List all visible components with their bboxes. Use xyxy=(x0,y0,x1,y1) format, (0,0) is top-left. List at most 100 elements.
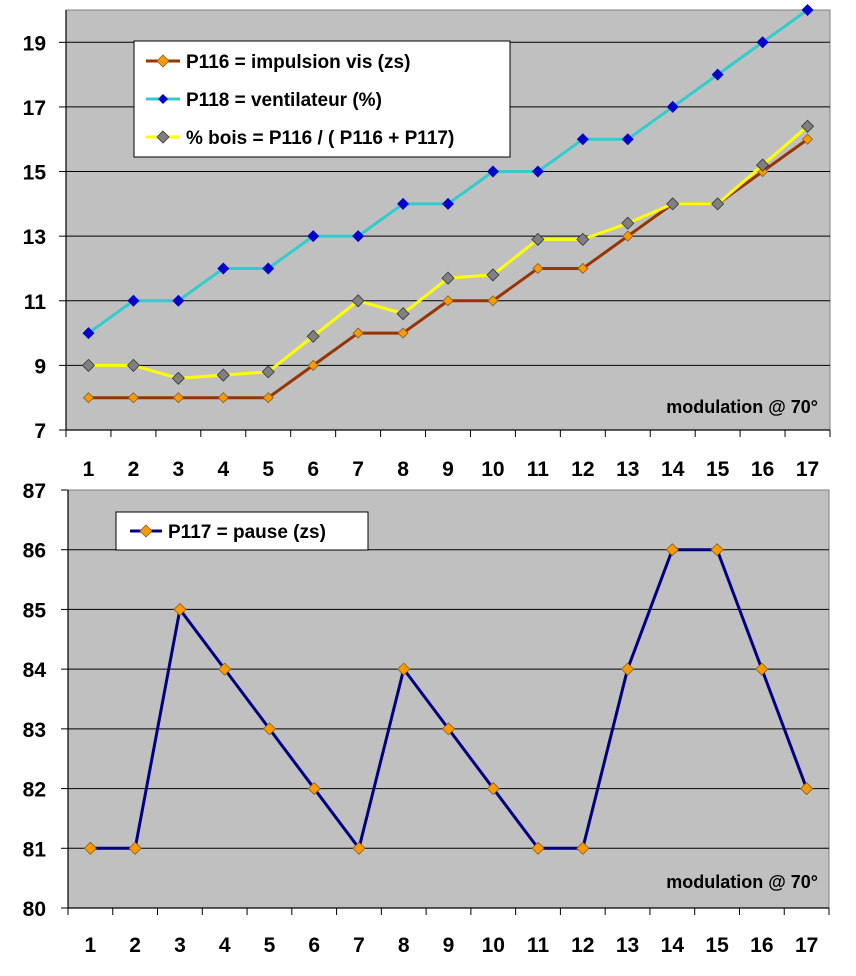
data-point-p118 xyxy=(756,36,769,49)
series-bois xyxy=(81,119,815,385)
x-tick-label: 9 xyxy=(442,458,454,481)
data-point-p118 xyxy=(801,4,814,16)
x-tick-label: 12 xyxy=(571,458,594,481)
data-point-p117 xyxy=(620,662,635,676)
data-point-bois xyxy=(576,232,590,246)
data-point-bois xyxy=(800,119,815,133)
data-point-bois xyxy=(531,232,545,246)
x-tick-label: 15 xyxy=(706,458,730,481)
bottom-x-tick-labels: 1 2 3 4 5 6 7 8 9 10 11 12 13 14 15 16 17 xyxy=(85,934,819,957)
y-tick-label: 19 xyxy=(23,32,46,55)
x-tick-label: 15 xyxy=(705,934,729,957)
x-tick-label: 3 xyxy=(174,934,186,957)
data-point-p118 xyxy=(531,165,544,178)
data-point-p117 xyxy=(173,602,187,616)
y-tick-label: 9 xyxy=(34,355,46,378)
top-legend: P116 = impulsion vis (zs) P118 = ventila… xyxy=(133,40,511,158)
data-point-bois xyxy=(621,216,635,230)
legend-entry-p117: P117 = pause (zs) xyxy=(130,522,326,543)
data-point-p118 xyxy=(262,262,275,275)
y-tick-label: 85 xyxy=(23,599,47,622)
data-point-p118 xyxy=(82,327,95,340)
y-tick-label: 81 xyxy=(23,838,47,861)
x-tick-label: 1 xyxy=(85,934,97,957)
legend-marker-p116 xyxy=(156,54,170,68)
data-point-bois xyxy=(666,197,680,211)
data-point-p116 xyxy=(801,133,814,145)
data-point-p117 xyxy=(83,841,97,855)
legend-label-p117: P117 = pause (zs) xyxy=(168,522,326,543)
x-tick-label: 8 xyxy=(397,458,409,481)
data-point-p117 xyxy=(397,662,411,676)
x-tick-label: 17 xyxy=(796,458,819,481)
x-tick-label: 2 xyxy=(129,934,141,957)
y-tick-label: 83 xyxy=(23,719,46,742)
bottom-series xyxy=(83,543,814,855)
data-point-bois xyxy=(171,371,185,385)
data-point-bois xyxy=(756,158,770,172)
y-tick-label: 11 xyxy=(24,291,47,314)
data-point-p116 xyxy=(577,262,589,275)
data-point-p116 xyxy=(217,392,229,404)
data-point-p117 xyxy=(531,841,545,855)
x-tick-label: 14 xyxy=(661,934,685,957)
data-point-p116 xyxy=(442,295,454,307)
x-tick-label: 16 xyxy=(750,934,773,957)
x-tick-label: 7 xyxy=(353,934,365,957)
data-point-p118 xyxy=(127,294,140,307)
x-tick-label: 10 xyxy=(481,458,504,481)
x-tick-label: 13 xyxy=(616,458,639,481)
x-tick-label: 6 xyxy=(308,934,320,957)
x-tick-label: 16 xyxy=(751,458,774,481)
x-tick-label: 5 xyxy=(262,458,274,481)
data-point-p118 xyxy=(666,100,679,113)
x-tick-label: 5 xyxy=(264,934,276,957)
data-point-bois xyxy=(261,365,275,379)
data-point-p117 xyxy=(665,543,679,557)
data-point-p116 xyxy=(262,392,274,404)
bottom-y-tick-labels: 80 81 82 83 84 85 86 87 xyxy=(23,480,47,921)
data-point-p116 xyxy=(487,295,499,307)
data-point-p118 xyxy=(486,165,499,178)
y-tick-label: 82 xyxy=(23,779,46,802)
y-tick-label: 80 xyxy=(23,898,46,921)
data-point-p117 xyxy=(576,841,590,855)
data-point-p117 xyxy=(128,841,142,855)
data-point-bois xyxy=(216,368,230,382)
data-point-bois xyxy=(81,358,96,372)
x-tick-label: 11 xyxy=(527,934,550,957)
x-tick-label: 8 xyxy=(398,934,410,957)
y-tick-label: 13 xyxy=(23,226,46,249)
legend-label-p118: P118 = ventilateur (%) xyxy=(186,90,382,111)
legend-entry-p116: P116 = impulsion vis (zs) xyxy=(146,52,410,73)
data-point-p117 xyxy=(307,782,321,796)
x-tick-label: 7 xyxy=(352,458,364,481)
data-point-p118 xyxy=(352,230,365,243)
data-point-p116 xyxy=(352,327,364,339)
data-point-p118 xyxy=(442,197,454,210)
data-point-p118 xyxy=(217,262,230,275)
data-point-p117 xyxy=(755,662,769,676)
x-tick-label: 13 xyxy=(616,934,639,957)
data-point-p118 xyxy=(397,197,410,210)
data-point-p117 xyxy=(441,722,456,736)
x-tick-label: 9 xyxy=(443,934,455,957)
data-point-bois xyxy=(441,271,455,285)
data-point-p117 xyxy=(486,782,500,796)
bottom-plot-area xyxy=(67,489,830,909)
x-tick-label: 12 xyxy=(571,934,594,957)
data-point-bois xyxy=(711,197,725,211)
x-tick-label: 17 xyxy=(795,934,818,957)
legend-marker-bois xyxy=(156,130,170,144)
top-x-tick-labels: 1 2 3 4 5 6 7 8 9 10 11 12 13 14 15 16 17 xyxy=(83,458,820,481)
x-tick-label: 4 xyxy=(217,458,229,481)
legend-label-bois: % bois = P116 / ( P116 + P117) xyxy=(186,128,454,149)
data-point-p117 xyxy=(800,782,814,796)
bottom-annotation: modulation @ 70° xyxy=(666,872,818,892)
data-point-p117 xyxy=(352,841,366,855)
data-point-p118 xyxy=(711,68,724,81)
top-legend-box xyxy=(133,40,511,158)
